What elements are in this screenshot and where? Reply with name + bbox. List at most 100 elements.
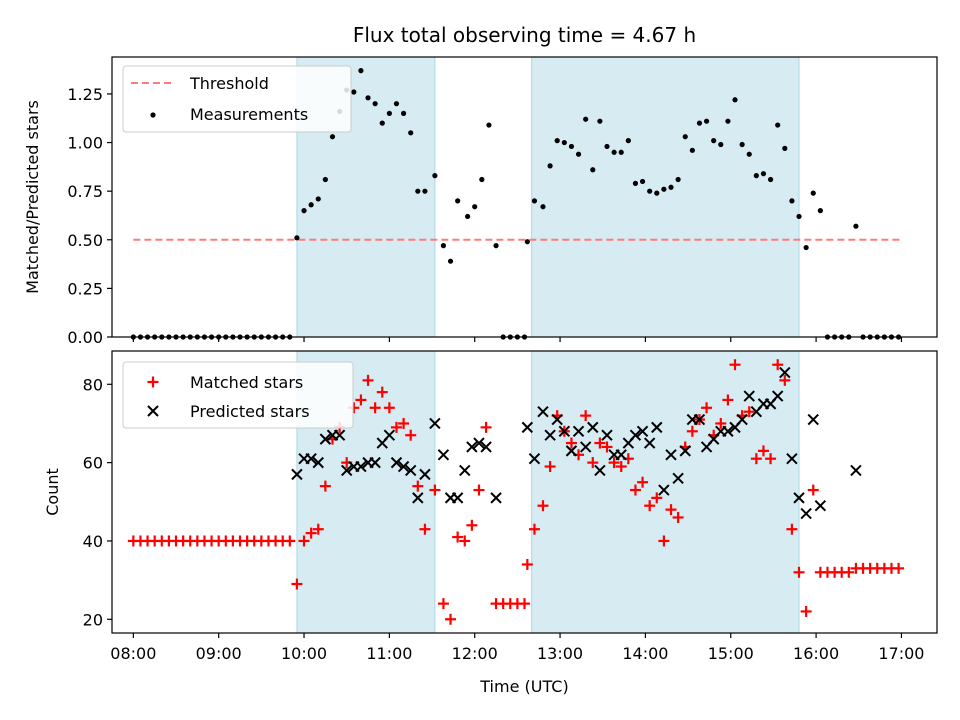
matched-point-100 — [843, 566, 855, 578]
bottom-y-axis-label: Count — [43, 468, 62, 516]
measurement-point-64 — [590, 167, 596, 173]
matched-point-35 — [376, 386, 388, 398]
predicted-point-24 — [466, 441, 478, 453]
measurement-point-94 — [803, 244, 809, 251]
y-tick-label-1-25: 1.25 — [67, 85, 103, 104]
predicted-point-68 — [807, 413, 819, 426]
measurement-point-63 — [583, 116, 589, 122]
predicted-point-23 — [459, 464, 471, 477]
predicted-point-63 — [771, 390, 784, 402]
x-tick-label-17-00: 17:00 — [878, 644, 924, 663]
matched-point-57 — [537, 500, 549, 512]
measurement-point-87 — [753, 173, 759, 179]
predicted-point-25 — [473, 437, 485, 449]
legend-matched-marker — [147, 376, 159, 388]
matched-point-26 — [312, 523, 324, 535]
matched-point-80 — [701, 402, 713, 414]
y-tick-label-0-25: 0.25 — [67, 279, 103, 298]
y-tick-label-1-00: 1.00 — [67, 134, 103, 153]
measurement-point-75 — [668, 184, 674, 190]
matched-point-42 — [429, 484, 441, 496]
measurement-point-84 — [732, 97, 738, 103]
matched-point-27 — [319, 480, 331, 492]
predicted-point-20 — [437, 449, 450, 461]
legend-predicted-label: Predicted stars — [190, 402, 310, 421]
matched-point-95 — [807, 484, 819, 496]
matched-point-45 — [452, 531, 464, 543]
y-tick-label-0-50: 0.50 — [67, 231, 103, 250]
matched-point-49 — [480, 421, 492, 433]
matched-point-84 — [729, 359, 741, 371]
measurement-point-93 — [796, 213, 802, 220]
measurement-point-39 — [408, 130, 414, 136]
predicted-point-37 — [587, 421, 599, 434]
measurement-point-80 — [703, 118, 710, 124]
x-tick-label-08-00: 08:00 — [110, 644, 156, 663]
matched-point-70 — [629, 484, 641, 496]
measurement-point-76 — [675, 176, 681, 183]
matched-point-86 — [743, 406, 755, 418]
matched-point-43 — [437, 598, 449, 610]
predicted-point-34 — [565, 445, 578, 457]
predicted-point-65 — [786, 453, 798, 465]
predicted-point-69 — [814, 500, 827, 512]
predicted-point-22 — [451, 492, 464, 504]
measurement-point-77 — [682, 134, 688, 140]
matched-point-55 — [521, 558, 533, 570]
matched-point-90 — [772, 359, 784, 371]
measurement-point-25 — [308, 202, 314, 208]
matched-point-36 — [383, 402, 395, 414]
x-tick-label-12-00: 12:00 — [452, 644, 498, 663]
predicted-point-41 — [615, 449, 627, 461]
matched-point-25 — [305, 527, 317, 539]
predicted-point-11 — [369, 456, 381, 469]
legend-measurements-swatch — [150, 112, 156, 118]
predicted-point-67 — [800, 507, 812, 520]
measurement-point-34 — [372, 101, 378, 107]
predicted-point-59 — [743, 390, 755, 402]
measurement-point-92 — [789, 198, 795, 204]
measurement-point-33 — [365, 95, 371, 101]
matched-point-88 — [757, 445, 769, 457]
predicted-point-33 — [558, 425, 571, 437]
predicted-point-7 — [340, 464, 353, 477]
predicted-point-50 — [679, 445, 691, 457]
measurement-point-91 — [782, 145, 788, 151]
measurement-point-26 — [315, 196, 321, 202]
measurement-point-65 — [597, 118, 603, 124]
matched-point-71 — [637, 476, 649, 488]
measurement-point-66 — [604, 143, 610, 150]
measurement-point-40 — [415, 188, 421, 194]
matched-point-91 — [779, 374, 791, 386]
predicted-point-27 — [490, 492, 502, 504]
measurement-point-101 — [853, 223, 859, 229]
matched-point-64 — [587, 457, 599, 469]
measurement-point-82 — [718, 141, 724, 148]
measurement-point-59 — [554, 138, 560, 144]
x-tick-label-15-00: 15:00 — [708, 644, 754, 663]
top-y-axis-label: Matched/Predicted stars — [23, 100, 42, 294]
measurement-point-31 — [351, 89, 357, 95]
predicted-point-26 — [480, 441, 492, 453]
x-tick-label-14-00: 14:00 — [622, 644, 668, 663]
y-tick-label-60: 60 — [83, 454, 103, 473]
bottom-panel-frame — [111, 350, 938, 634]
predicted-point-3 — [312, 456, 324, 469]
matched-point-61 — [565, 437, 577, 449]
measurement-point-70 — [632, 180, 639, 186]
legend-predicted-marker — [147, 405, 159, 417]
x-tick-label-11-00: 11:00 — [366, 644, 412, 663]
measurement-point-83 — [725, 118, 731, 124]
measurement-point-36 — [386, 110, 392, 116]
measurement-point-67 — [611, 149, 617, 155]
measurement-point-69 — [625, 138, 631, 144]
matched-point-107 — [893, 562, 905, 574]
chart-title: Flux total observing time = 4.67 h — [353, 23, 696, 47]
predicted-point-30 — [537, 406, 549, 418]
measurement-point-95 — [810, 190, 816, 196]
predicted-point-44 — [636, 425, 649, 437]
measurement-point-71 — [639, 178, 646, 185]
x-tick-label-09-00: 09:00 — [196, 644, 242, 663]
matched-point-39 — [405, 429, 417, 441]
measurement-point-50 — [493, 243, 499, 249]
